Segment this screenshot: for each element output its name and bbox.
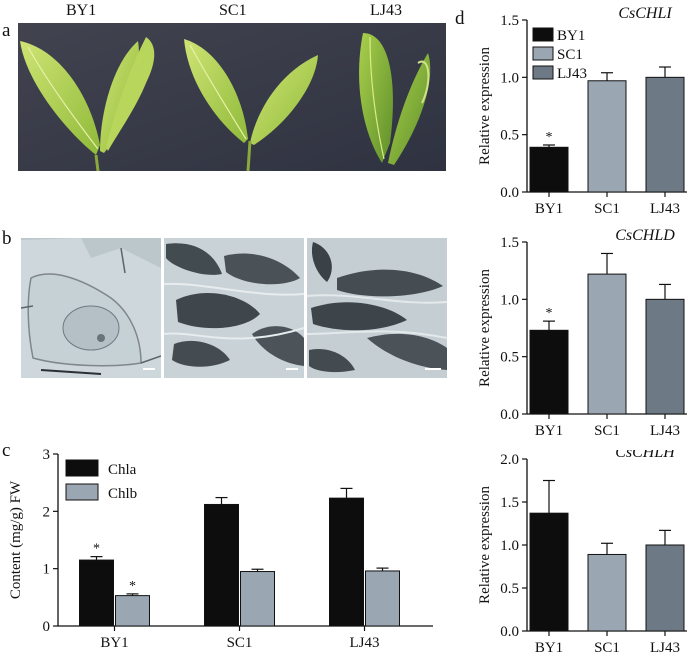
y-tick-label: 0.0: [500, 185, 519, 201]
legend-label-chlb: Chlb: [108, 486, 137, 502]
x-tick-label: LJ43: [650, 201, 680, 217]
chart-c: 0 1 2 3 BY1 SC1 LJ43 Content (mg/g) FW * * Chla Chl…: [8, 447, 433, 651]
y-tick-label: 0.0: [500, 407, 519, 423]
x-tick-label: BY1: [535, 423, 563, 439]
bar-chlb-lj43: [365, 570, 400, 627]
leaf-photo: [18, 23, 446, 171]
bar-chla-sc1: [204, 503, 239, 627]
x-tick-label: SC1: [594, 423, 620, 439]
y-tick-label: 1.5: [500, 235, 519, 251]
panel-letter-b: b: [2, 228, 12, 249]
legend-swatch-sc1: [532, 46, 554, 61]
y-tick-label: 1.0: [500, 538, 519, 554]
leaf-label-by1: BY1: [66, 2, 97, 19]
y-tick-label: 2: [43, 504, 51, 520]
chart-title: CsCHLD: [615, 227, 675, 244]
leaf-by1: [20, 37, 155, 171]
x-tick-label: LJ43: [350, 635, 380, 651]
x-tick-label: LJ43: [650, 423, 680, 439]
y-tick-label: 0.5: [500, 581, 519, 597]
panel-letter-a: a: [2, 20, 11, 41]
y-tick-label: 0.5: [500, 350, 519, 366]
bar-chla-lj43: [329, 497, 364, 627]
legend-swatch-chla: [65, 459, 99, 477]
bar-lj43: [645, 76, 685, 193]
y-tick-label: 1.5: [500, 13, 519, 29]
bar-by1: [529, 146, 569, 193]
chart-d-cschld: 0.0 0.5 1.0 1.5 BY1 SC1 LJ43 Relative expressio…: [477, 227, 687, 439]
x-tick-label: SC1: [594, 201, 620, 217]
y-tick-label: 2.0: [500, 452, 519, 468]
leaf-sc1: [184, 39, 318, 171]
legend-label-sc1: SC1: [557, 47, 583, 63]
bar-lj43: [645, 544, 685, 632]
legend-swatch-by1: [532, 27, 554, 42]
bar-chla-by1: [79, 559, 114, 627]
y-axis-label: Relative expression: [477, 486, 493, 604]
y-axis-label: Content (mg/g) FW: [8, 480, 24, 599]
significance-mark: *: [93, 542, 100, 557]
leaf-label-lj43: LJ43: [370, 2, 402, 19]
significance-mark: *: [546, 130, 553, 145]
legend-swatch-chlb: [65, 483, 99, 501]
legend-label-by1: BY1: [557, 28, 585, 44]
bar-sc1: [587, 80, 627, 193]
leaf-label-sc1: SC1: [219, 2, 247, 19]
bar-sc1: [587, 273, 627, 415]
x-tick-label: BY1: [535, 201, 563, 217]
y-tick-label: 1.0: [500, 70, 519, 86]
micrograph-by1: [21, 238, 161, 378]
bar-chlb-sc1: [240, 571, 275, 627]
chart-d-cschlh: 0.0 0.5 1.0 1.5 2.0 BY1 SC1 LJ43 Relative expres…: [477, 450, 687, 656]
micrograph-lj43: [307, 238, 447, 378]
bar-sc1: [587, 553, 627, 632]
y-tick-label: 0.0: [500, 624, 519, 640]
significance-mark: *: [129, 579, 136, 594]
y-tick-label: 1.5: [500, 495, 519, 511]
y-tick-label: 3: [43, 447, 51, 463]
chart-title: CsCHLI: [618, 5, 672, 22]
legend-swatch-lj43: [532, 65, 554, 80]
bar-by1: [529, 512, 569, 632]
significance-mark: *: [546, 306, 553, 321]
x-tick-label: LJ43: [650, 640, 680, 656]
bar-by1: [529, 329, 569, 415]
x-tick-label: BY1: [100, 635, 128, 651]
legend-label-chla: Chla: [108, 462, 137, 478]
leaf-lj43: [359, 33, 431, 165]
y-tick-label: 1: [43, 562, 51, 578]
chart-d-cschli: 0.0 0.5 1.0 1.5 BY1 SC1 LJ43 Relative expressio…: [477, 5, 687, 217]
x-tick-label: SC1: [594, 640, 620, 656]
micrograph-sc1: [164, 238, 304, 378]
panel-letter-d: d: [455, 8, 465, 29]
y-axis-label: Relative expression: [477, 269, 493, 387]
bar-chlb-by1: [115, 595, 150, 627]
legend-label-lj43: LJ43: [557, 66, 587, 82]
y-tick-label: 1.0: [500, 292, 519, 308]
chart-title: CsCHLH: [615, 450, 676, 461]
bar-lj43: [645, 298, 685, 415]
x-tick-label: SC1: [227, 635, 253, 651]
y-axis-label: Relative expression: [477, 47, 493, 165]
y-tick-label: 0: [43, 619, 51, 635]
y-tick-label: 0.5: [500, 128, 519, 144]
panel-letter-c: c: [2, 440, 11, 461]
x-tick-label: BY1: [535, 640, 563, 656]
